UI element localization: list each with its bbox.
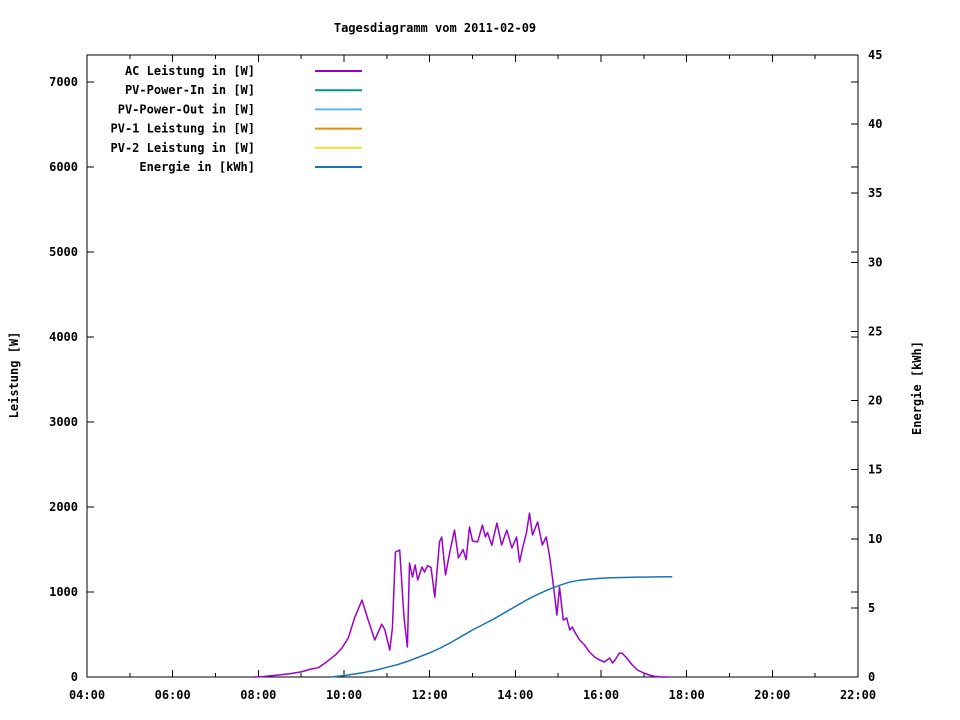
y1-tick-label: 2000 bbox=[49, 500, 78, 514]
x-tick-label: 20:00 bbox=[754, 688, 790, 702]
legend-label: AC Leistung in [W] bbox=[125, 64, 255, 78]
y2-tick-label: 40 bbox=[868, 117, 882, 131]
y1-tick-label: 5000 bbox=[49, 245, 78, 259]
y2-axis-title: Energie [kWh] bbox=[910, 341, 924, 435]
series-line-0 bbox=[253, 512, 670, 678]
x-tick-label: 10:00 bbox=[326, 688, 362, 702]
y2-tick-label: 15 bbox=[868, 463, 882, 477]
y1-axis-title: Leistung [W] bbox=[7, 331, 21, 419]
x-tick-label: 22:00 bbox=[840, 688, 876, 702]
y1-tick-label: 3000 bbox=[49, 415, 78, 429]
y1-tick-label: 6000 bbox=[49, 160, 78, 174]
y2-tick-label: 30 bbox=[868, 255, 882, 269]
x-tick-label: 08:00 bbox=[240, 688, 276, 702]
legend-label: PV-2 Leistung in [W] bbox=[111, 141, 256, 155]
legend-label: Energie in [kWh] bbox=[139, 160, 255, 174]
x-tick-label: 16:00 bbox=[583, 688, 619, 702]
x-tick-label: 14:00 bbox=[497, 688, 533, 702]
x-tick-label: 18:00 bbox=[669, 688, 705, 702]
legend-label: PV-1 Leistung in [W] bbox=[111, 122, 256, 136]
legend-label: PV-Power-In in [W] bbox=[125, 83, 255, 97]
y1-tick-label: 0 bbox=[71, 670, 78, 684]
legend-label: PV-Power-Out in [W] bbox=[118, 102, 255, 116]
y1-tick-label: 7000 bbox=[49, 75, 78, 89]
series-line-5 bbox=[330, 576, 673, 678]
x-tick-label: 06:00 bbox=[155, 688, 191, 702]
y2-tick-label: 5 bbox=[868, 601, 875, 615]
y2-tick-label: 25 bbox=[868, 324, 882, 338]
y2-tick-label: 45 bbox=[868, 48, 882, 62]
y2-tick-label: 20 bbox=[868, 394, 882, 408]
y2-tick-label: 10 bbox=[868, 532, 882, 546]
y1-tick-label: 4000 bbox=[49, 330, 78, 344]
y2-tick-label: 0 bbox=[868, 670, 875, 684]
chart-title: Tagesdiagramm vom 2011-02-09 bbox=[333, 21, 537, 35]
y2-tick-label: 35 bbox=[868, 186, 882, 200]
x-tick-label: 04:00 bbox=[69, 688, 105, 702]
x-tick-label: 12:00 bbox=[412, 688, 448, 702]
y1-tick-label: 1000 bbox=[49, 585, 78, 599]
